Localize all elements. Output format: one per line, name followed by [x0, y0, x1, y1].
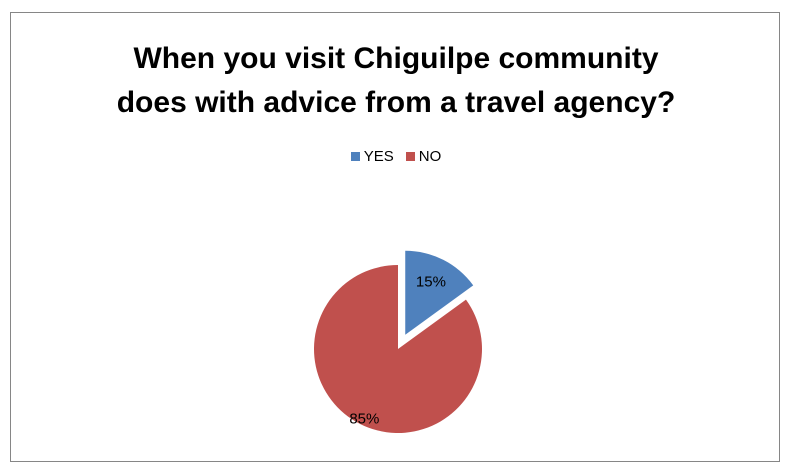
- legend-item-yes: YES: [350, 148, 394, 165]
- pie-slice-yes: [405, 250, 474, 335]
- legend-label-yes: YES: [363, 148, 394, 165]
- legend-swatch-no: [405, 152, 415, 161]
- chart-title-line-1: When you visit Chiguilpe community: [133, 42, 659, 75]
- chart-title-line-2: does with advice from a travel agency?: [116, 86, 676, 119]
- data-label-no: 85%: [349, 410, 379, 427]
- legend-item-no: NO: [405, 148, 442, 165]
- legend-swatch-yes: [350, 152, 360, 161]
- pie-plot: 15% 85%: [314, 250, 482, 433]
- legend-label-no: NO: [418, 148, 442, 165]
- chart-title: When you visit Chiguilpe community does …: [11, 37, 781, 125]
- chart-frame: When you visit Chiguilpe community does …: [10, 12, 780, 462]
- chart-legend: YES NO: [11, 148, 781, 165]
- pie-slice-no: [314, 265, 482, 433]
- data-label-yes: 15%: [416, 273, 446, 290]
